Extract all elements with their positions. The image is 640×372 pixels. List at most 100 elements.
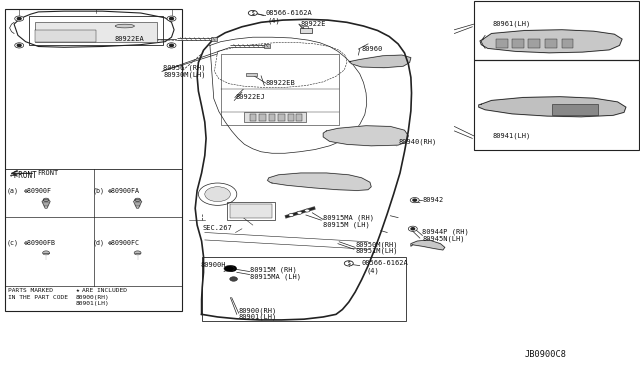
Bar — [29, 16, 163, 45]
Circle shape — [205, 187, 230, 202]
Text: ✥80900FC: ✥80900FC — [108, 240, 140, 246]
Text: 80930M(LH): 80930M(LH) — [163, 71, 205, 78]
Text: ✥80900F: ✥80900F — [24, 187, 52, 193]
Text: (c): (c) — [6, 239, 19, 246]
Circle shape — [170, 17, 173, 20]
Circle shape — [224, 266, 234, 272]
Text: 80922EB: 80922EB — [266, 80, 295, 86]
Text: 80901(LH): 80901(LH) — [76, 301, 109, 307]
Circle shape — [289, 214, 294, 217]
Text: (b): (b) — [93, 187, 105, 194]
Circle shape — [15, 43, 24, 48]
Bar — [288, 114, 294, 121]
Polygon shape — [268, 173, 371, 190]
Circle shape — [227, 266, 236, 271]
Text: 80915MA (LH): 80915MA (LH) — [250, 273, 301, 280]
Bar — [264, 44, 270, 48]
Bar — [528, 39, 540, 48]
Circle shape — [17, 17, 21, 20]
Bar — [230, 204, 272, 218]
Bar — [512, 39, 524, 48]
Text: 80900(RH): 80900(RH) — [76, 295, 109, 300]
Circle shape — [15, 16, 24, 21]
Text: 80901(LH): 80901(LH) — [239, 314, 277, 320]
Bar — [202, 257, 406, 321]
Text: ARE INCLUDED: ARE INCLUDED — [82, 288, 127, 294]
Text: IN THE PART CODE: IN THE PART CODE — [8, 295, 68, 300]
Bar — [552, 104, 598, 115]
Polygon shape — [134, 200, 141, 208]
Circle shape — [17, 44, 21, 46]
Circle shape — [297, 211, 302, 214]
Text: 80900H: 80900H — [200, 262, 226, 268]
Text: 80915M (LH): 80915M (LH) — [323, 221, 370, 228]
Text: 80915MA (RH): 80915MA (RH) — [323, 214, 374, 221]
Text: S: S — [252, 10, 254, 16]
Circle shape — [170, 44, 173, 46]
Text: (a): (a) — [6, 187, 19, 194]
Text: 80956 (RH): 80956 (RH) — [163, 64, 205, 71]
Text: (4): (4) — [366, 267, 379, 274]
Text: PARTS MARKED: PARTS MARKED — [8, 288, 52, 294]
Text: 80951M(LH): 80951M(LH) — [355, 248, 397, 254]
Bar — [496, 39, 508, 48]
Bar — [259, 114, 266, 121]
Bar — [562, 39, 573, 48]
Text: 80900(RH): 80900(RH) — [239, 307, 277, 314]
Text: FRONT: FRONT — [37, 170, 58, 176]
Polygon shape — [323, 126, 408, 146]
Bar — [545, 39, 557, 48]
Circle shape — [167, 16, 176, 21]
Text: 80922EJ: 80922EJ — [236, 94, 265, 100]
Text: 80961(LH): 80961(LH) — [493, 21, 531, 28]
Polygon shape — [411, 240, 445, 250]
Text: SEC.267: SEC.267 — [203, 225, 232, 231]
Text: ★: ★ — [76, 288, 79, 294]
Circle shape — [411, 228, 415, 230]
Bar — [5, 9, 182, 311]
Bar — [300, 28, 312, 33]
Bar — [269, 114, 275, 121]
Text: 80944P (RH): 80944P (RH) — [422, 229, 469, 235]
Circle shape — [134, 251, 141, 255]
Text: 80922EA: 80922EA — [115, 36, 144, 42]
Circle shape — [408, 226, 417, 231]
Text: ✥80900FA: ✥80900FA — [108, 187, 140, 193]
Text: (4): (4) — [268, 17, 280, 24]
Polygon shape — [349, 55, 411, 68]
Bar — [250, 114, 256, 121]
Bar — [244, 112, 306, 122]
Bar — [227, 202, 275, 220]
Ellipse shape — [115, 24, 134, 28]
Bar — [296, 114, 302, 121]
Bar — [474, 1, 639, 60]
Text: 80915M (RH): 80915M (RH) — [250, 266, 296, 273]
Circle shape — [305, 209, 310, 212]
Bar — [278, 114, 285, 121]
Text: ←FRONT: ←FRONT — [10, 171, 37, 180]
Text: S: S — [348, 261, 350, 266]
Text: 08566-6162A: 08566-6162A — [266, 10, 312, 16]
Circle shape — [410, 198, 419, 203]
Text: 80942: 80942 — [422, 197, 444, 203]
Bar — [35, 22, 157, 42]
Polygon shape — [42, 200, 50, 208]
Text: JB0900C8: JB0900C8 — [525, 350, 567, 359]
Text: 80941(LH): 80941(LH) — [493, 132, 531, 139]
Circle shape — [43, 198, 49, 202]
Text: 80960: 80960 — [362, 46, 383, 52]
Text: 80950M(RH): 80950M(RH) — [355, 241, 397, 248]
Circle shape — [43, 251, 49, 255]
Bar — [211, 37, 217, 41]
Circle shape — [248, 10, 257, 16]
Text: ✥80900FB: ✥80900FB — [24, 240, 56, 246]
Circle shape — [167, 43, 176, 48]
Text: 80945N(LH): 80945N(LH) — [422, 235, 465, 242]
Polygon shape — [479, 97, 626, 117]
Bar — [35, 30, 96, 42]
Circle shape — [230, 277, 237, 281]
Bar — [474, 60, 639, 150]
Bar — [246, 73, 257, 76]
Circle shape — [135, 198, 141, 202]
Text: 08566-6162A: 08566-6162A — [362, 260, 408, 266]
